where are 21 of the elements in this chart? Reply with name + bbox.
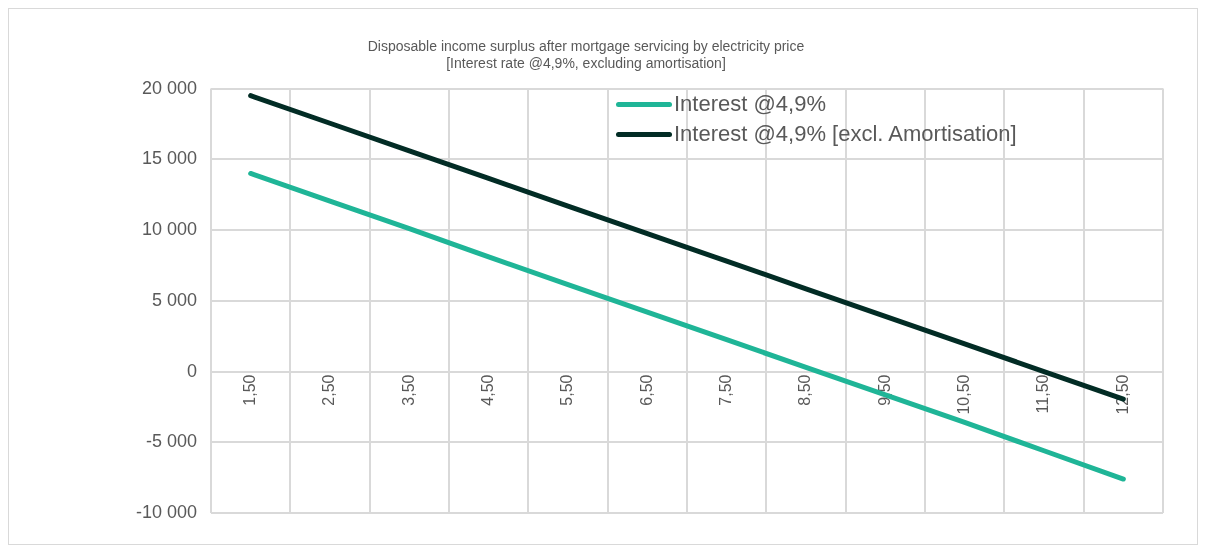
y-tick-label: 10 000	[141, 219, 197, 240]
y-tick-label: 5 000	[151, 289, 197, 310]
chart-title: Disposable income surplus after mortgage servicing by electricity price [Interest rate @4,9%, excluding amortisation]	[367, 38, 805, 72]
y-tick-label: 0	[186, 360, 197, 381]
y-tick-label: -10 000	[135, 501, 197, 522]
x-tick-label: 11,50	[1034, 374, 1052, 414]
y-tick-label: 20 000	[141, 77, 197, 98]
x-tick-label: 6,50	[637, 374, 655, 406]
x-tick-label: 2,50	[320, 374, 338, 406]
y-tick-label: 15 000	[141, 148, 197, 169]
y-tick-label: -5 000	[145, 431, 197, 452]
x-tick-label: 10,50	[955, 374, 973, 415]
x-tick-label: 8,50	[796, 374, 814, 406]
x-tick-label: 7,50	[717, 374, 735, 406]
x-tick-label: 1,50	[241, 374, 259, 406]
x-tick-label: 9,50	[875, 374, 893, 406]
x-tick-label: 3,50	[399, 374, 417, 406]
legend-label: Interest @4,9%	[674, 91, 826, 117]
legend-label: Interest @4,9% [excl. Amortisation]	[674, 121, 1017, 147]
x-tick-label: 5,50	[558, 374, 576, 406]
x-tick-label: 4,50	[479, 374, 497, 406]
